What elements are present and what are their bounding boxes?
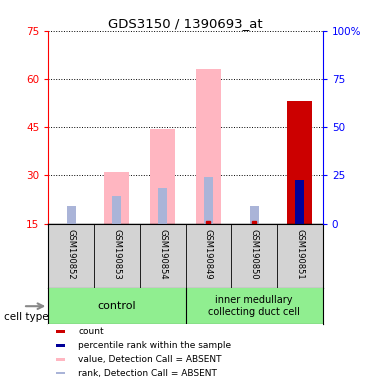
Bar [56,358,65,361]
Title: GDS3150 / 1390693_at: GDS3150 / 1390693_at [108,17,263,30]
Bar [158,188,167,223]
Bar [56,330,65,333]
Bar [104,172,129,223]
Text: GSM190853: GSM190853 [112,229,121,280]
Bar [196,69,221,223]
Text: GSM190849: GSM190849 [204,229,213,280]
Text: count: count [78,327,104,336]
Bar [204,177,213,223]
Bar [150,129,175,223]
Bar [287,101,312,223]
Bar [295,180,305,223]
Text: GSM190851: GSM190851 [295,229,304,280]
Text: rank, Detection Call = ABSENT: rank, Detection Call = ABSENT [78,369,217,378]
Bar [66,206,76,223]
Bar [112,196,121,223]
Text: GSM190850: GSM190850 [250,229,259,280]
Text: GSM190852: GSM190852 [67,229,76,280]
Bar [56,344,65,347]
Text: percentile rank within the sample: percentile rank within the sample [78,341,232,350]
Text: value, Detection Call = ABSENT: value, Detection Call = ABSENT [78,355,222,364]
Bar [250,206,259,223]
Text: control: control [98,301,136,311]
Text: GSM190854: GSM190854 [158,229,167,280]
Text: inner medullary
collecting duct cell: inner medullary collecting duct cell [208,295,300,318]
Bar [56,372,65,374]
Text: cell type: cell type [4,312,48,322]
